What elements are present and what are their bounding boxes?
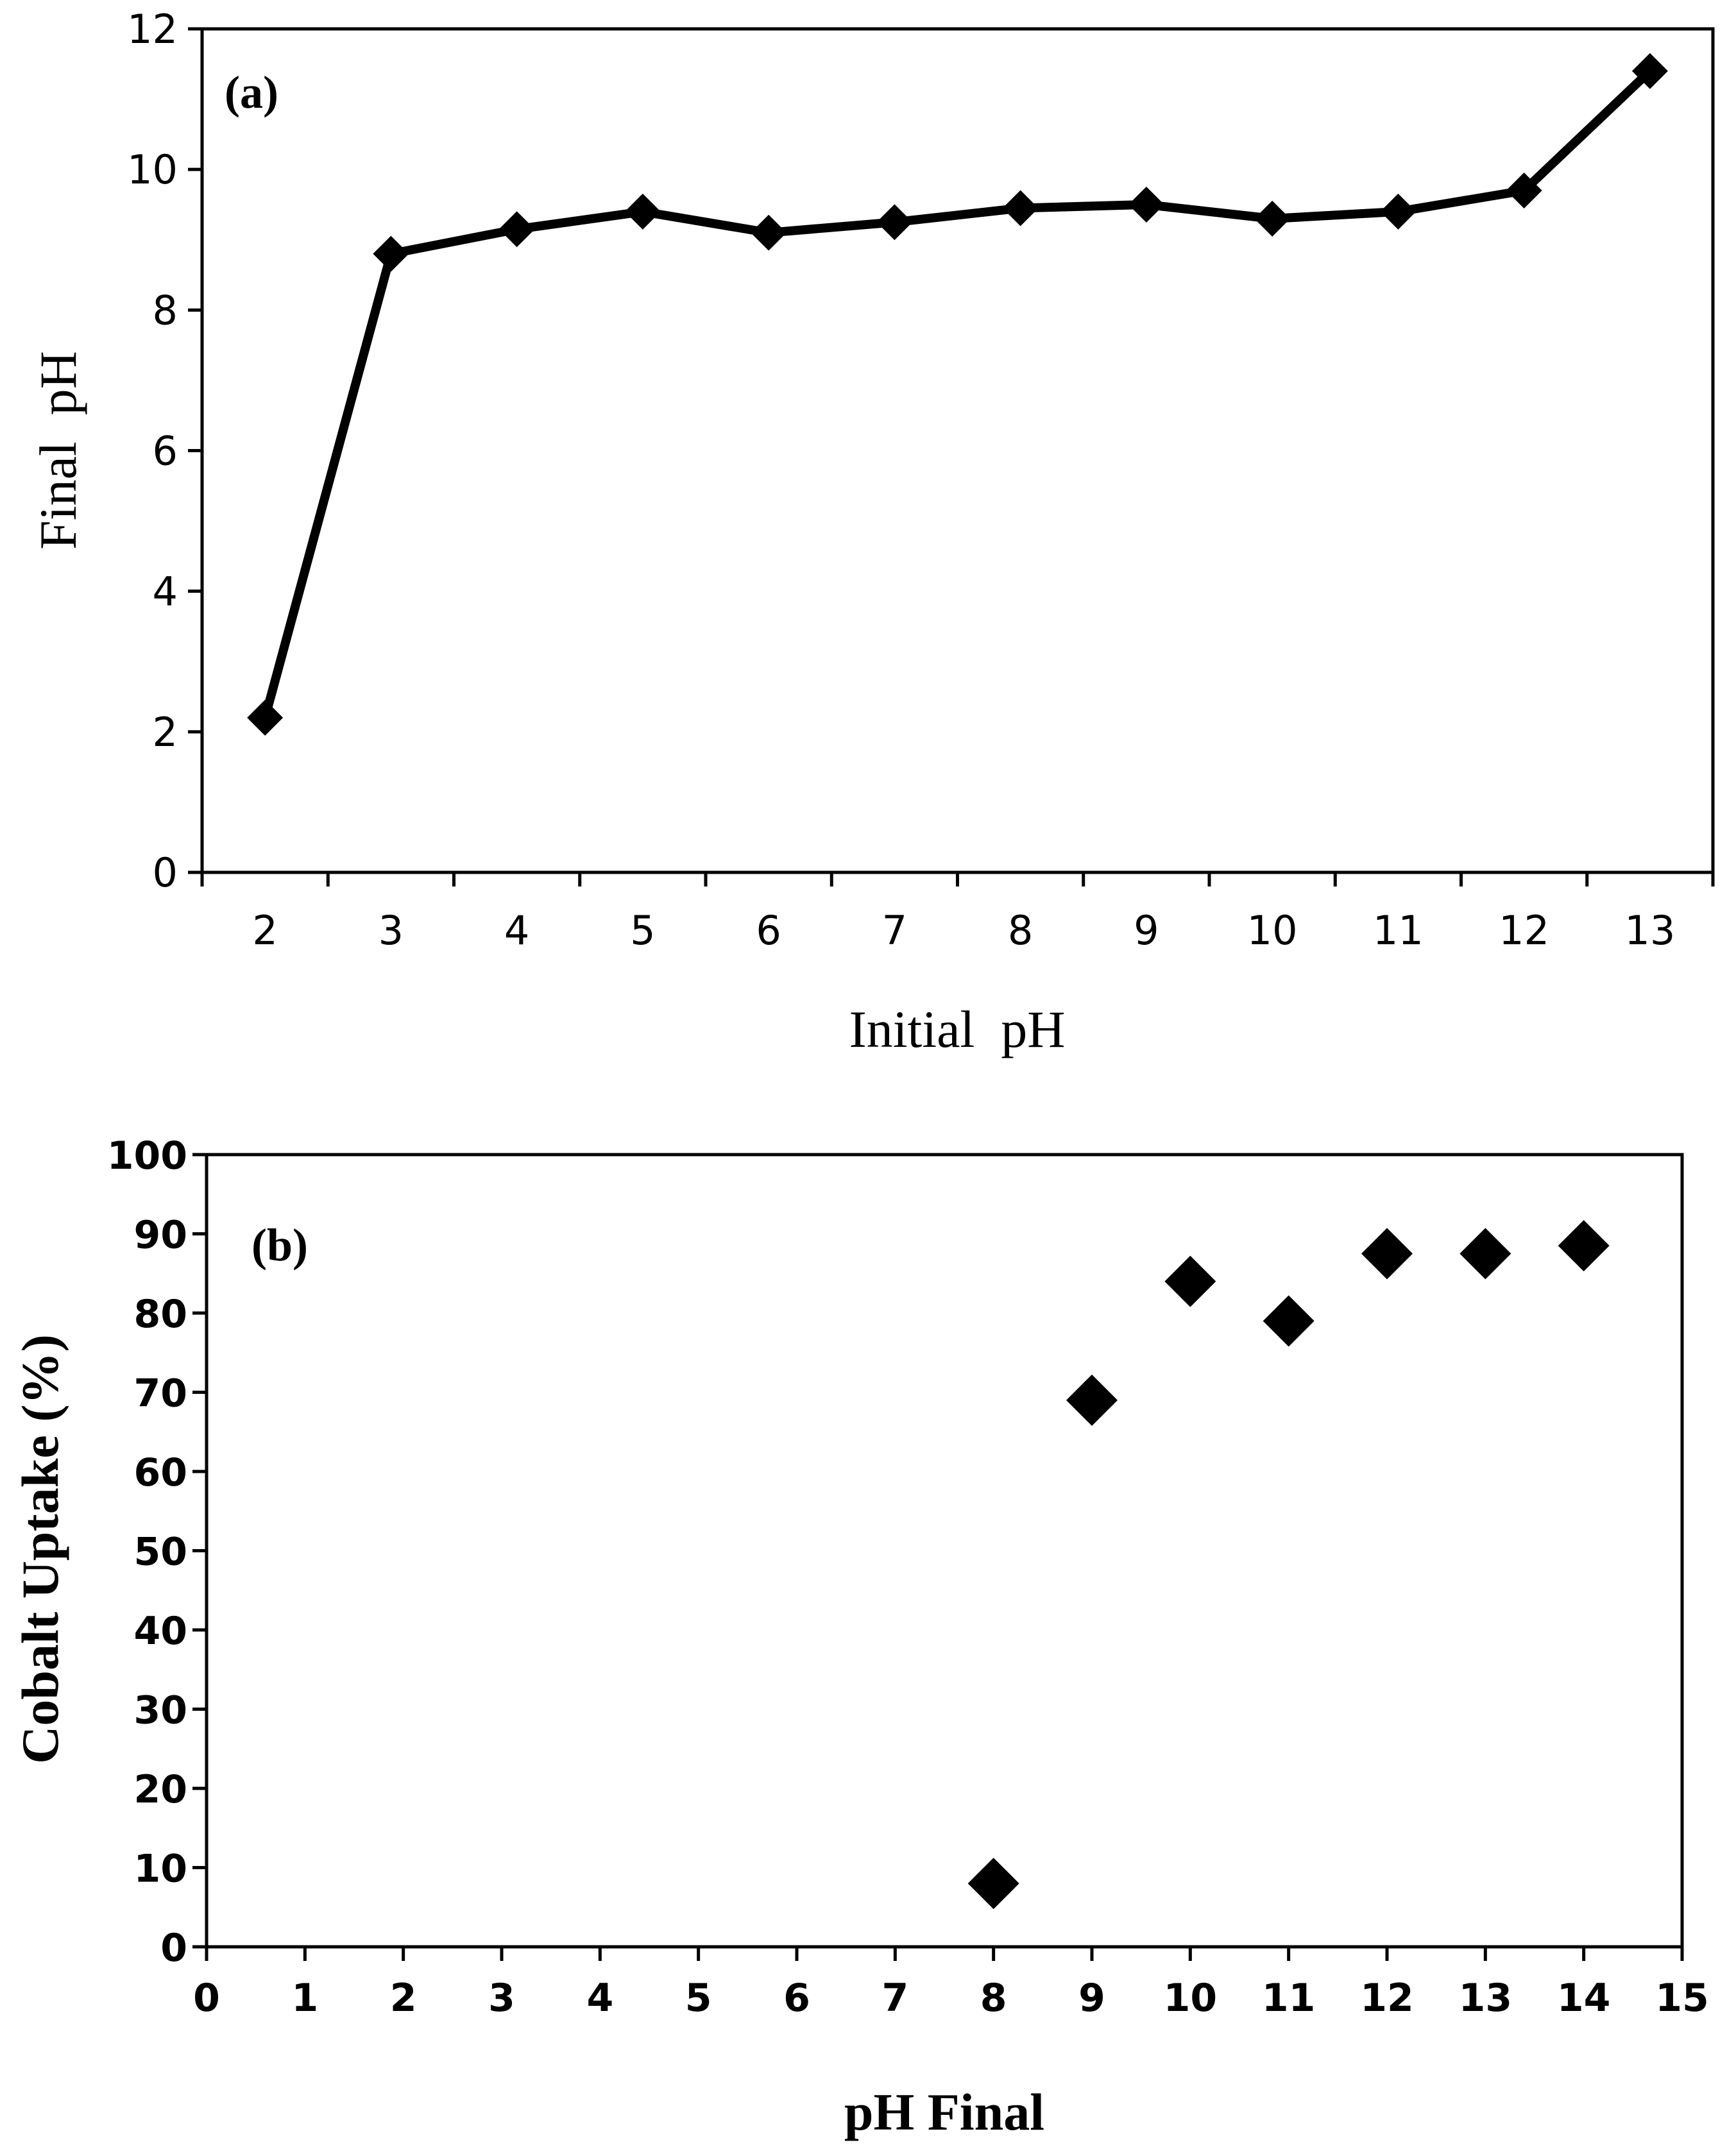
x-tick-label-b: 15 xyxy=(1655,1976,1709,2021)
panel-label-a: (a) xyxy=(225,67,278,118)
x-tick-label-b: 0 xyxy=(193,1976,220,2021)
x-tick-label-b: 10 xyxy=(1164,1976,1218,2021)
y-tick-label-a: 6 xyxy=(153,428,178,475)
y-tick-label-b: 10 xyxy=(134,1847,188,1892)
x-tick-label-b: 4 xyxy=(586,1976,613,2021)
y-tick-label-b: 90 xyxy=(134,1213,188,1258)
data-point-b xyxy=(1066,1374,1118,1426)
data-point-a xyxy=(1002,190,1039,226)
data-point-a xyxy=(751,214,787,251)
x-tick-label-a: 8 xyxy=(1008,907,1033,954)
x-tick-label-a: 6 xyxy=(756,907,781,954)
x-tick-label-b: 14 xyxy=(1557,1976,1611,2021)
x-tick-label-b: 9 xyxy=(1078,1976,1105,2021)
y-axis-label-b: Cobalt Uptake (%) xyxy=(11,1334,69,1764)
y-axis-label-a: Final pH xyxy=(29,351,87,550)
x-tick-label-b: 3 xyxy=(488,1976,515,2021)
data-point-a xyxy=(876,204,913,241)
data-point-a xyxy=(247,699,284,736)
x-tick-label-b: 1 xyxy=(291,1976,318,2021)
x-axis-label-a: Initial pH xyxy=(849,1000,1065,1058)
x-tick-label-a: 10 xyxy=(1247,907,1298,954)
data-point-b xyxy=(1361,1228,1413,1280)
x-tick-label-b: 2 xyxy=(390,1976,417,2021)
panel-a-line-chart: 0 2 4 6 8 10 12 2 3 4 5 6 7 8 9 10 11 12 13 (a) Initial p… xyxy=(29,6,1715,1058)
series-line-final-ph xyxy=(260,67,1653,719)
x-tick-label-b: 13 xyxy=(1459,1976,1513,2021)
y-tick-label-b: 100 xyxy=(107,1133,187,1178)
y-tick-label-b: 20 xyxy=(134,1767,188,1812)
x-tick-label-b: 5 xyxy=(685,1976,712,2021)
x-tick-label-a: 2 xyxy=(252,907,277,954)
y-tick-label-a: 4 xyxy=(153,568,178,615)
data-point-a xyxy=(498,211,535,248)
data-point-b xyxy=(1459,1228,1511,1280)
y-tick-label-a: 10 xyxy=(127,146,178,193)
y-tick-label-b: 0 xyxy=(160,1926,187,1971)
x-tick-label-b: 7 xyxy=(881,1976,908,2021)
y-tick-label-b: 70 xyxy=(134,1371,188,1416)
x-tick-label-a: 11 xyxy=(1373,907,1424,954)
x-tick-label-b: 11 xyxy=(1262,1976,1316,2021)
x-tick-label-a: 13 xyxy=(1624,907,1675,954)
data-point-b xyxy=(1164,1255,1216,1307)
x-tick-label-a: 4 xyxy=(504,907,529,954)
x-tick-label-a: 3 xyxy=(379,907,404,954)
data-point-a xyxy=(1380,193,1417,230)
y-tick-label-b: 40 xyxy=(134,1609,188,1654)
y-tick-label-a: 2 xyxy=(153,709,178,756)
y-tick-label-b: 80 xyxy=(134,1292,188,1337)
x-tick-label-a: 12 xyxy=(1499,907,1549,954)
data-point-a xyxy=(624,193,661,230)
data-point-a xyxy=(1128,186,1164,223)
data-point-a xyxy=(1254,200,1291,237)
x-tick-label-a: 7 xyxy=(882,907,907,954)
x-axis-label-b: pH Final xyxy=(844,2083,1044,2141)
data-point-a xyxy=(1631,53,1668,89)
y-tick-label-a: 8 xyxy=(153,287,178,334)
x-tick-label-a: 5 xyxy=(630,907,655,954)
y-tick-label-b: 30 xyxy=(134,1688,188,1733)
data-point-b xyxy=(1558,1220,1610,1272)
data-point-a xyxy=(373,235,409,272)
x-tick-label-b: 6 xyxy=(783,1976,810,2021)
panel-label-b: (b) xyxy=(251,1219,308,1271)
y-tick-label-b: 50 xyxy=(134,1530,188,1575)
x-tick-label-b: 12 xyxy=(1360,1976,1414,2021)
y-tick-label-b: 60 xyxy=(134,1450,188,1495)
y-tick-label-a: 12 xyxy=(127,6,178,53)
data-point-b xyxy=(967,1858,1019,1910)
data-point-a xyxy=(1506,173,1542,209)
y-tick-label-a: 0 xyxy=(153,849,178,896)
x-tick-label-b: 8 xyxy=(980,1976,1007,2021)
data-point-b xyxy=(1263,1295,1315,1347)
x-tick-label-a: 9 xyxy=(1134,907,1159,954)
